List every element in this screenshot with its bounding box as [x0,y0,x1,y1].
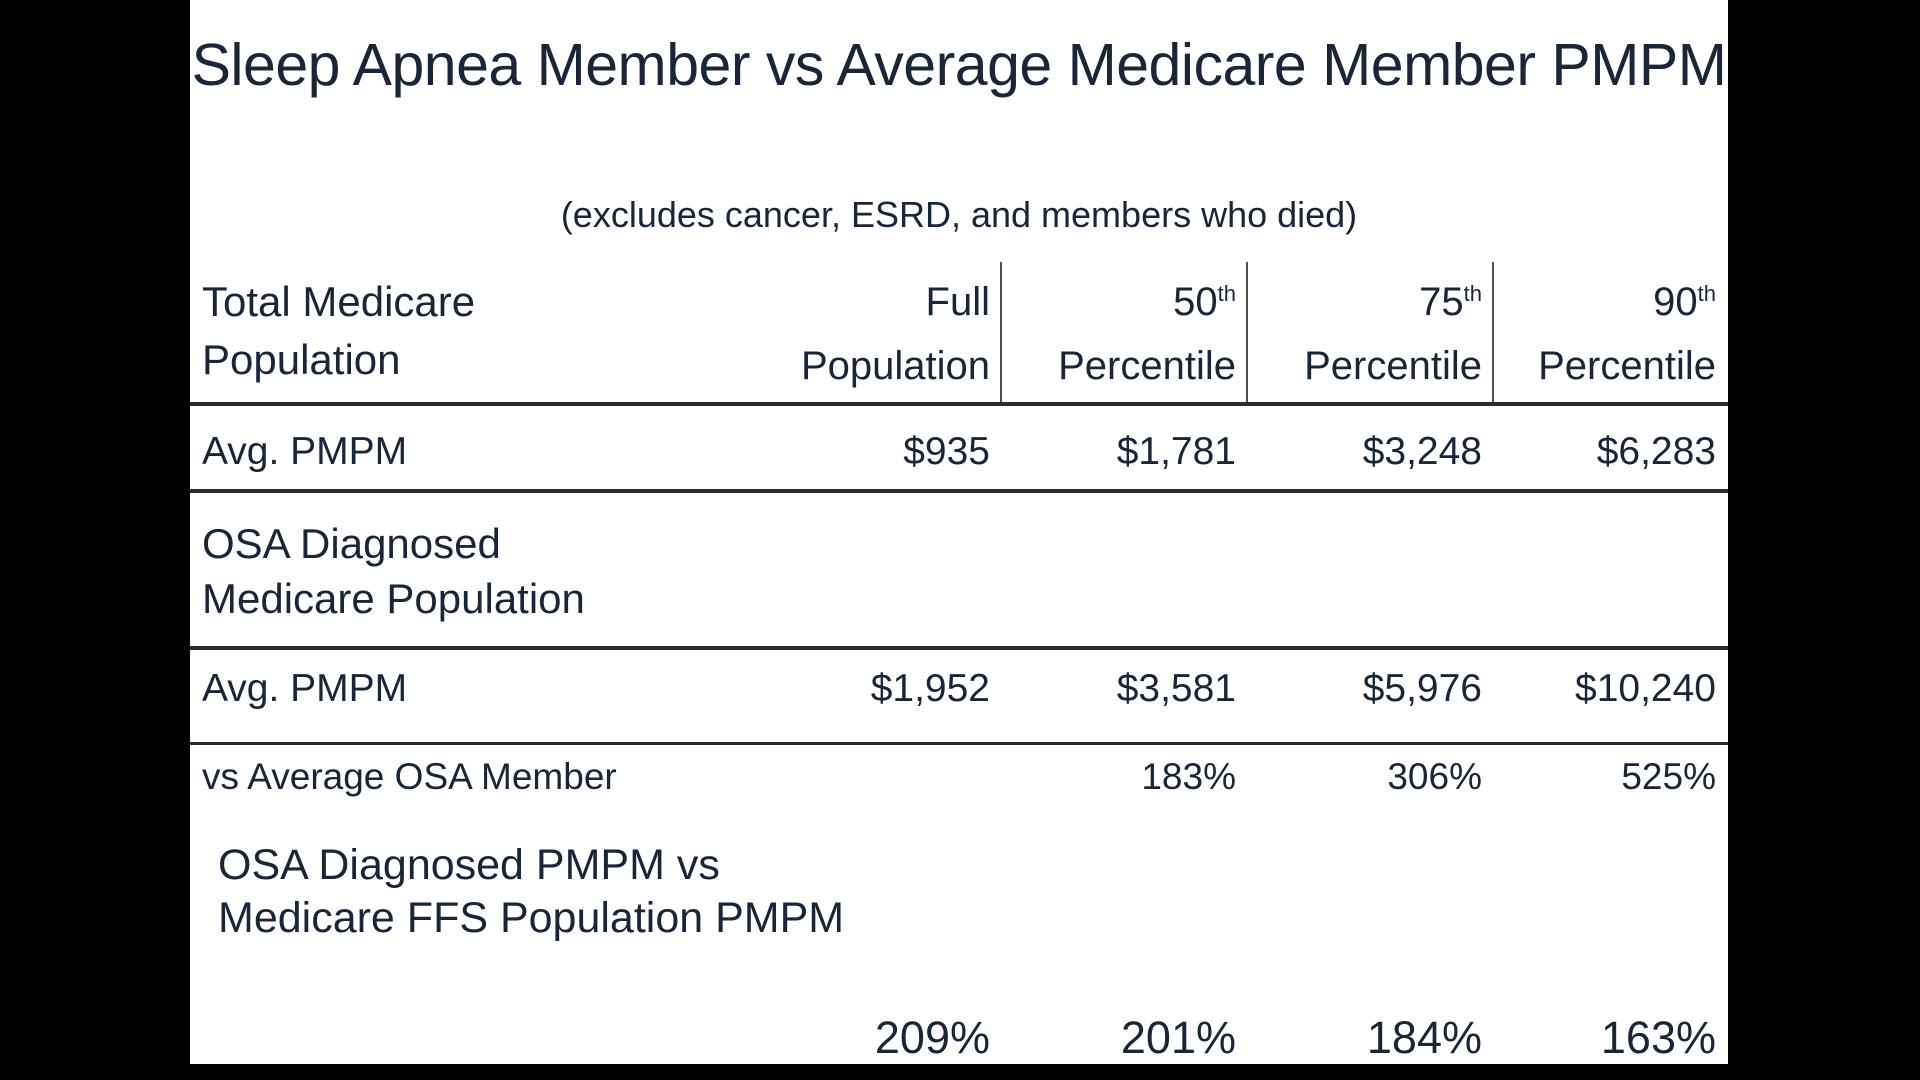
horizontal-rule-header [190,402,1728,406]
horizontal-rule-2 [190,489,1728,493]
value-90th-percentile: 525% [1621,756,1716,797]
value-90th-percentile: $10,240 [1575,667,1716,710]
row-label: Avg. PMPM [202,430,408,473]
title-line-2: Average Medicare Member PMPM [836,32,1727,98]
row-label [190,1012,754,1064]
column-divider-2 [1246,262,1248,402]
section-osa-line-1: OSA Diagnosed [202,520,501,567]
value-full-population: $1,952 [870,667,990,710]
column-header-75th-percentile: 75th Percentile [1304,280,1482,388]
column-divider-1 [1000,262,1002,402]
section-header-osa-vs-ffs: OSA Diagnosed PMPM vs Medicare FFS Popul… [218,839,844,945]
value-50th-percentile: $3,581 [1116,667,1236,710]
section-header-osa-diagnosed: OSA Diagnosed Medicare Population [202,516,585,626]
slide-canvas: Sleep Apnea Member vs Average Medicare M… [190,0,1728,1064]
value-75th-percentile: $5,976 [1362,667,1482,710]
section-osa-line-2: Medicare Population [202,575,585,622]
row-label: Avg. PMPM [202,667,408,710]
section-ratio-line-2: Medicare FFS Population PMPM [218,894,845,942]
horizontal-rule-3 [190,646,1728,650]
column-divider-3 [1492,262,1494,402]
value-full-population: 209% [874,1012,990,1063]
header-row-label-line-2: Population [202,336,401,383]
horizontal-rule-4 [190,742,1728,745]
value-50th-percentile: $1,781 [1116,430,1236,473]
value-90th-percentile: 163% [1600,1012,1716,1063]
page-title: Sleep Apnea Member vs Average Medicare M… [190,35,1728,96]
value-75th-percentile: 306% [1387,756,1482,797]
table-row-osa-avg-pmpm: Avg. PMPM $1,952 $3,581 $5,976 $10,240 [190,666,1728,712]
row-label: vs Average OSA Member [202,756,617,797]
header-row-label-line-1: Total Medicare [202,278,476,325]
table-row-ratio-percentages: 209% 201% 184% 163% [190,1012,1728,1064]
value-75th-percentile: $3,248 [1362,430,1482,473]
table-header-row: Total Medicare Population Full Populatio… [190,273,1728,395]
title-line-1: Sleep Apnea Member vs [191,32,825,98]
header-row-label: Total Medicare Population [190,273,754,395]
value-full-population [754,755,1000,799]
value-75th-percentile: 184% [1366,1012,1482,1063]
value-50th-percentile: 201% [1120,1012,1236,1063]
value-full-population: $935 [903,430,990,473]
table-row-vs-average-osa-member: vs Average OSA Member 183% 306% 525% [190,755,1728,799]
page-subtitle: (excludes cancer, ESRD, and members who … [560,194,1358,235]
table-row-total-medicare-avg-pmpm: Avg. PMPM $935 $1,781 $3,248 $6,283 [190,429,1728,475]
column-header-90th-percentile: 90th Percentile [1538,280,1716,388]
value-90th-percentile: $6,283 [1596,430,1716,473]
section-ratio-line-1: OSA Diagnosed PMPM vs [218,841,720,889]
column-header-50th-percentile: 50th Percentile [1058,280,1236,388]
value-50th-percentile: 183% [1141,756,1236,797]
column-header-full-population: Full Population [800,280,990,388]
